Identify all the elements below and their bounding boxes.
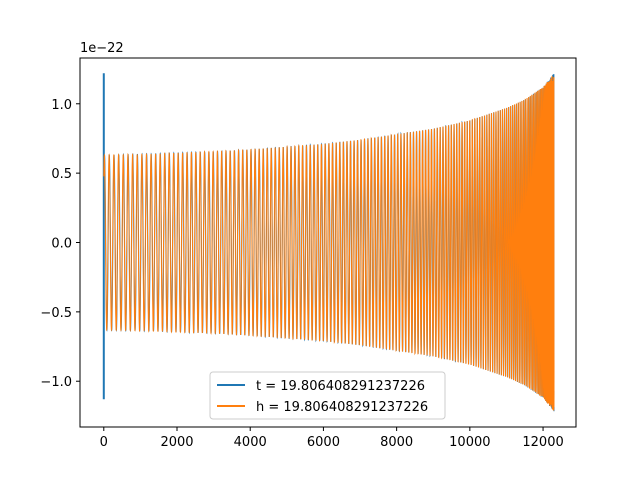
legend: t = 19.806408291237226 h = 19.8064082912…: [209, 371, 446, 420]
series-line-1: [103, 75, 555, 411]
legend-label-t: t = 19.806408291237226: [256, 379, 425, 394]
x-tick-label: 2000: [160, 435, 193, 450]
y-tick-label: 0.5: [51, 167, 72, 182]
x-tick-label: 6000: [307, 435, 340, 450]
series-layer: [102, 73, 555, 412]
y-tick-label: 1.0: [51, 98, 72, 113]
y-offset-text: 1e−22: [80, 41, 124, 56]
legend-label-h: h = 19.806408291237226: [256, 400, 428, 415]
x-tick-label: 12000: [522, 435, 563, 450]
x-tick-label: 4000: [234, 435, 267, 450]
legend-box: [209, 371, 446, 420]
x-tick-label: 8000: [380, 435, 413, 450]
x-axis: 0 2000 4000 6000 8000 10000 12000: [100, 427, 564, 450]
y-tick-label: −0.5: [40, 306, 72, 321]
x-tick-label: 0: [100, 435, 108, 450]
x-tick-label: 10000: [449, 435, 490, 450]
y-tick-label: −1.0: [40, 375, 72, 390]
y-tick-label: 0.0: [51, 237, 72, 252]
y-axis: −1.0 −0.5 0.0 0.5 1.0: [40, 98, 80, 390]
